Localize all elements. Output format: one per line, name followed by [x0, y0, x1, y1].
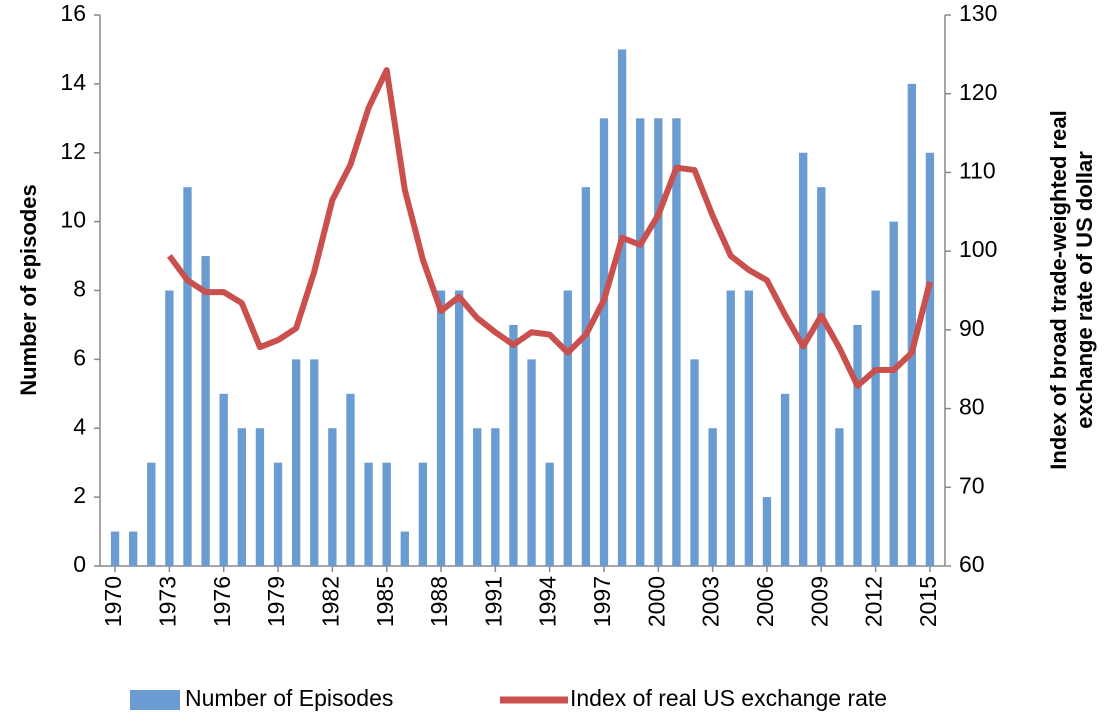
- bar: [473, 428, 482, 566]
- bar: [799, 152, 808, 566]
- bar: [907, 83, 917, 566]
- y2-tick-label: 120: [959, 79, 997, 105]
- bar: [328, 428, 337, 566]
- x-tick-label: 1985: [372, 576, 398, 627]
- x-tick-label: 1994: [535, 576, 561, 627]
- bar: [744, 290, 754, 566]
- y2-tick-label: 80: [959, 394, 985, 420]
- bar: [835, 428, 844, 566]
- y2-tick-label: 90: [959, 315, 985, 341]
- bar: [654, 118, 663, 566]
- x-tick-label: 1997: [589, 576, 615, 627]
- bar: [817, 187, 826, 566]
- bar: [364, 462, 373, 566]
- x-tick-label: 2003: [698, 576, 724, 627]
- bar: [889, 221, 898, 566]
- y2-axis-title: Index of broad trade-weighted real: [1046, 110, 1071, 469]
- bar: [382, 462, 391, 566]
- x-tick-label: 1973: [154, 576, 180, 627]
- bar: [291, 359, 301, 566]
- bar: [310, 359, 319, 566]
- bar: [672, 118, 681, 566]
- bar: [110, 531, 120, 566]
- bar: [563, 290, 572, 566]
- bar: [436, 290, 446, 566]
- legend-label: Index of real US exchange rate: [570, 685, 887, 711]
- bar: [545, 462, 554, 566]
- x-tick-label: 1970: [100, 576, 126, 627]
- bar: [255, 428, 265, 566]
- bar: [400, 531, 409, 566]
- x-tick-label: 1982: [317, 576, 343, 627]
- bar: [237, 428, 246, 566]
- x-tick-label: 2006: [752, 576, 778, 627]
- y2-axis-title: exchange rate of US dollar: [1072, 151, 1097, 429]
- x-tick-label: 1988: [426, 576, 452, 627]
- bar: [527, 359, 536, 566]
- bar: [454, 290, 464, 566]
- y2-tick-label: 100: [959, 236, 997, 262]
- y2-tick-label: 70: [959, 472, 985, 498]
- bar: [853, 324, 862, 566]
- bar: [581, 187, 591, 566]
- legend-label: Number of Episodes: [185, 685, 393, 711]
- bar: [128, 531, 138, 566]
- y-axis-title: Number of episodes: [16, 184, 41, 395]
- bar: [346, 393, 355, 566]
- bar: [273, 462, 283, 566]
- y-tick-label: 6: [73, 344, 86, 370]
- x-tick-label: 2015: [915, 576, 941, 627]
- y2-tick-label: 130: [959, 0, 997, 26]
- bar: [219, 393, 228, 566]
- y-tick-label: 0: [73, 551, 86, 577]
- bar: [509, 324, 518, 566]
- x-tick-label: 1976: [209, 576, 235, 627]
- line: [166, 67, 933, 389]
- y-tick-label: 14: [60, 69, 86, 95]
- bar: [762, 497, 772, 566]
- bar: [780, 393, 790, 566]
- y-tick-label: 2: [73, 482, 86, 508]
- x-tick-label: 2012: [861, 576, 887, 627]
- bar: [201, 256, 210, 566]
- bar: [147, 462, 156, 566]
- bar: [491, 428, 500, 566]
- bar: [726, 290, 735, 566]
- bar: [165, 290, 174, 566]
- bar: [871, 290, 880, 566]
- legend-swatch: [130, 690, 180, 710]
- x-tick-label: 2000: [643, 576, 669, 627]
- x-tick-label: 1991: [480, 576, 506, 627]
- bar: [690, 359, 699, 566]
- y2-tick-label: 110: [959, 158, 996, 184]
- bar: [183, 187, 192, 566]
- bar: [636, 118, 645, 566]
- bar: [708, 428, 717, 566]
- y-tick-label: 10: [60, 207, 86, 233]
- bar: [599, 118, 609, 566]
- bar: [925, 152, 935, 566]
- y-tick-label: 4: [73, 413, 86, 439]
- y-tick-label: 8: [73, 276, 86, 302]
- y2-tick-label: 60: [959, 551, 985, 577]
- bar: [617, 49, 627, 566]
- x-tick-label: 1979: [263, 576, 289, 627]
- y-tick-label: 16: [60, 0, 86, 26]
- x-tick-label: 2009: [806, 576, 832, 627]
- bar: [418, 462, 428, 566]
- y-tick-label: 12: [60, 138, 86, 164]
